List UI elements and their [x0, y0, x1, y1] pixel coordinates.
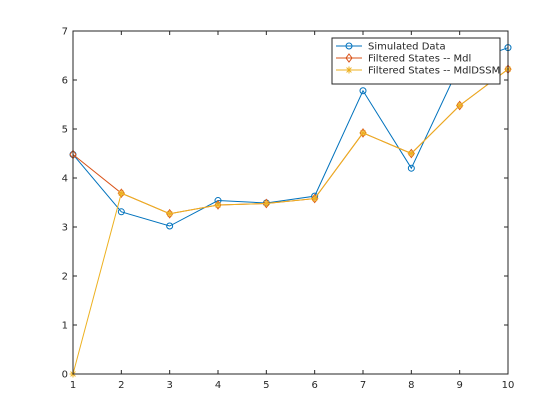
y-tick-label: 6 — [62, 76, 68, 87]
data-point — [359, 129, 367, 137]
x-tick-label: 6 — [311, 380, 317, 391]
legend-swatch-marker — [345, 53, 353, 63]
legend-entry: Simulated Data — [336, 42, 446, 53]
x-tick-label: 3 — [166, 380, 172, 391]
data-point — [214, 201, 222, 209]
data-point — [166, 210, 174, 218]
data-point — [262, 199, 270, 207]
axes-box — [72, 30, 509, 375]
y-tick-label: 5 — [62, 125, 68, 136]
data-point — [359, 87, 367, 95]
series-layer — [69, 44, 512, 378]
legend-swatch-marker — [345, 42, 353, 50]
data-point — [117, 189, 125, 197]
x-tick-label: 1 — [70, 380, 76, 391]
series-line — [72, 68, 509, 375]
x-tick-label: 9 — [456, 380, 462, 391]
series-3 — [69, 65, 512, 378]
data-point — [456, 101, 464, 109]
data-point — [311, 195, 319, 203]
data-point — [407, 150, 415, 157]
series-line — [72, 47, 509, 227]
data-point — [117, 208, 125, 216]
x-tick-label: 4 — [215, 380, 221, 391]
legend-swatch-marker — [345, 66, 353, 74]
y-tick-label: 2 — [62, 272, 68, 283]
legend-entry: Filtered States -- Mdl — [336, 53, 471, 65]
legend-entry: Filtered States -- MdlDSSM — [336, 66, 500, 77]
x-tick-label: 2 — [118, 380, 124, 391]
legend-label: Filtered States -- MdlDSSM — [368, 66, 500, 77]
x-tick-label: 10 — [502, 380, 515, 391]
x-tick-label: 7 — [360, 380, 366, 391]
data-point — [407, 164, 415, 172]
x-tick-label: 5 — [263, 380, 269, 391]
legend-label: Filtered States -- Mdl — [368, 54, 471, 65]
y-tick-label: 1 — [62, 321, 68, 332]
data-point — [166, 222, 174, 230]
x-tick-label: 8 — [408, 380, 414, 391]
y-tick-label: 3 — [62, 223, 68, 234]
y-tick-label: 0 — [62, 370, 68, 381]
legend-label: Simulated Data — [368, 42, 446, 53]
y-tick-label: 7 — [62, 27, 68, 38]
y-tick-label: 4 — [62, 174, 68, 185]
plot-area — [73, 31, 508, 374]
